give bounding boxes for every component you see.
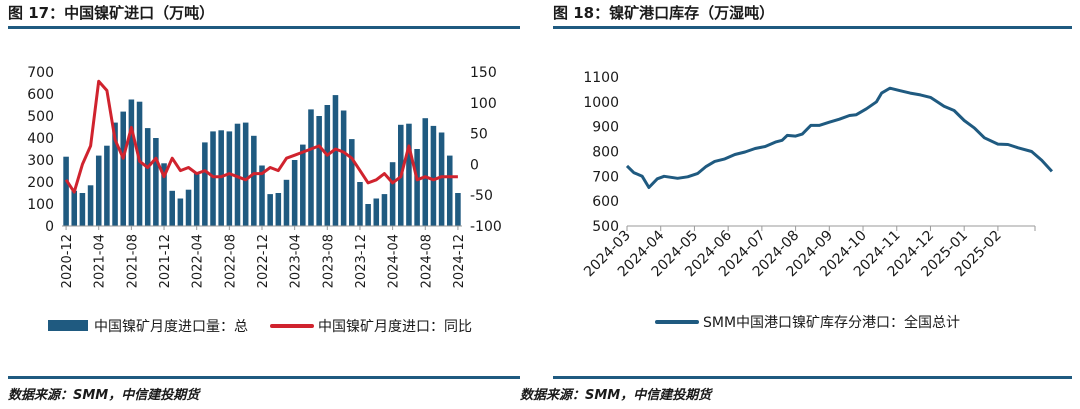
y-left-tick-label: 700 [27,65,54,81]
import-volume-bar [202,142,208,226]
y-left-tick-label: 600 [27,87,54,103]
y-left-tick-label: 0 [45,219,54,235]
import-volume-bar [136,101,143,226]
x-tick-label: 2023-12 [354,234,369,288]
import-volume-bar [332,95,339,226]
import-volume-bar [234,123,241,226]
import-volume-bar [291,160,298,226]
y-tick-label: 1000 [583,95,619,111]
y-left-tick-label: 300 [27,153,54,169]
y-tick-label: 800 [592,145,619,161]
left-data-source: 数据来源：SMM，中信建投期货 [8,388,200,403]
import-volume-bar [226,131,233,226]
y-tick-label: 1100 [583,70,619,86]
import-volume-bar [259,165,265,226]
import-volume-bar [373,198,380,226]
y-left-tick-label: 500 [27,109,54,125]
import-volume-bar [308,109,314,226]
import-volume-bar [128,99,135,226]
y-right-tick-label: 0 [470,157,479,173]
right-bottom-divider [553,376,1072,379]
import-volume-bar [324,105,331,226]
import-volume-bar [161,163,167,226]
y-right-tick-label: -50 [470,188,493,204]
x-tick-label: 2024-12 [452,234,467,288]
y-left-tick-label: 400 [27,131,54,147]
right-chart-title: 图 18：镍矿港口库存（万湿吨） [553,4,775,22]
y-left-tick-label: 100 [27,197,54,213]
import-volume-bar [406,123,412,226]
y-left-tick-label: 200 [27,175,54,191]
import-volume-bar [79,193,86,226]
import-volume-bar [193,172,200,226]
import-volume-bar [112,122,118,226]
right-data-source: 数据来源：SMM，中信建投期货 [520,388,712,403]
import-volume-bar [389,162,396,226]
import-volume-bar [185,189,192,226]
import-volume-bar [340,110,347,226]
y-tick-label: 900 [592,120,619,136]
import-volume-bar [242,122,249,226]
yoy-change-line [64,79,458,194]
import-volume-bar [414,149,420,226]
import-volume-bar [381,194,388,226]
left-top-divider [8,26,520,29]
legend-bar-swatch [48,320,88,331]
import-volume-bar [169,190,175,226]
nickel-ore-import-chart: 0 100 200 300 400 500 600 700 -100 -50 0 50 100 150 20… [27,65,502,335]
nickel-ore-port-inventory-chart: 500600700800900100011002024-032024-04202… [581,70,1054,331]
x-tick-label: 2024-04 [387,234,402,288]
import-volume-bar [87,185,94,226]
x-tick-label: 2021-12 [158,234,173,288]
x-tick-label: 2023-04 [289,234,304,288]
import-volume-bar [357,182,363,226]
import-volume-bar [251,135,257,226]
inventory-line [625,86,1054,189]
import-volume-bar [275,193,282,226]
y-right-tick-label: -100 [470,219,502,235]
y-tick-label: 500 [592,219,619,235]
import-volume-bar [430,125,437,226]
x-tick-label: 2020-12 [60,234,75,288]
import-volume-bar [63,156,69,226]
y-right-tick-label: 150 [470,65,497,81]
import-volume-bar [95,155,102,226]
y-right-tick-label: 100 [470,96,497,112]
import-volume-bar [283,179,290,226]
x-tick-label: 2021-04 [93,234,108,288]
import-volume-bar [120,111,126,226]
y-tick-label: 600 [592,194,619,210]
import-volume-bar [71,190,78,226]
import-volume-bar [316,116,322,226]
x-tick-label: 2022-08 [223,234,238,288]
import-volume-bar [104,145,110,226]
import-volume-bar [153,138,159,226]
import-volume-bar [144,128,151,226]
import-volume-bar [349,139,355,226]
y-right-tick-label: 50 [470,127,488,143]
import-volume-bar [300,144,306,226]
y-tick-label: 700 [592,169,619,185]
x-tick-label: 2024-08 [419,234,434,288]
right-top-divider [553,26,1072,29]
left-bottom-divider [8,376,520,379]
x-tick-label: 2021-08 [125,234,140,288]
x-tick-label: 2022-04 [191,234,206,288]
import-volume-bar [177,198,184,226]
legend-line-label: 中国镍矿月度进口：同比 [318,319,472,335]
import-volume-bar [455,193,461,226]
x-tick-label: 2022-12 [256,234,271,288]
import-volume-bar [210,131,216,226]
legend-bar-label: 中国镍矿月度进口量：总 [94,319,248,335]
import-volume-bar [438,132,445,226]
import-volume-bar [365,204,371,226]
legend-line-label: SMM中国港口镍矿库存分港口：全国总计 [703,314,960,331]
left-chart-title: 图 17：中国镍矿进口（万吨） [8,4,215,22]
x-tick-label: 2023-08 [321,234,336,288]
import-volume-bar [267,194,273,226]
import-volume-bar [446,155,453,226]
import-volume-bar [422,118,429,226]
